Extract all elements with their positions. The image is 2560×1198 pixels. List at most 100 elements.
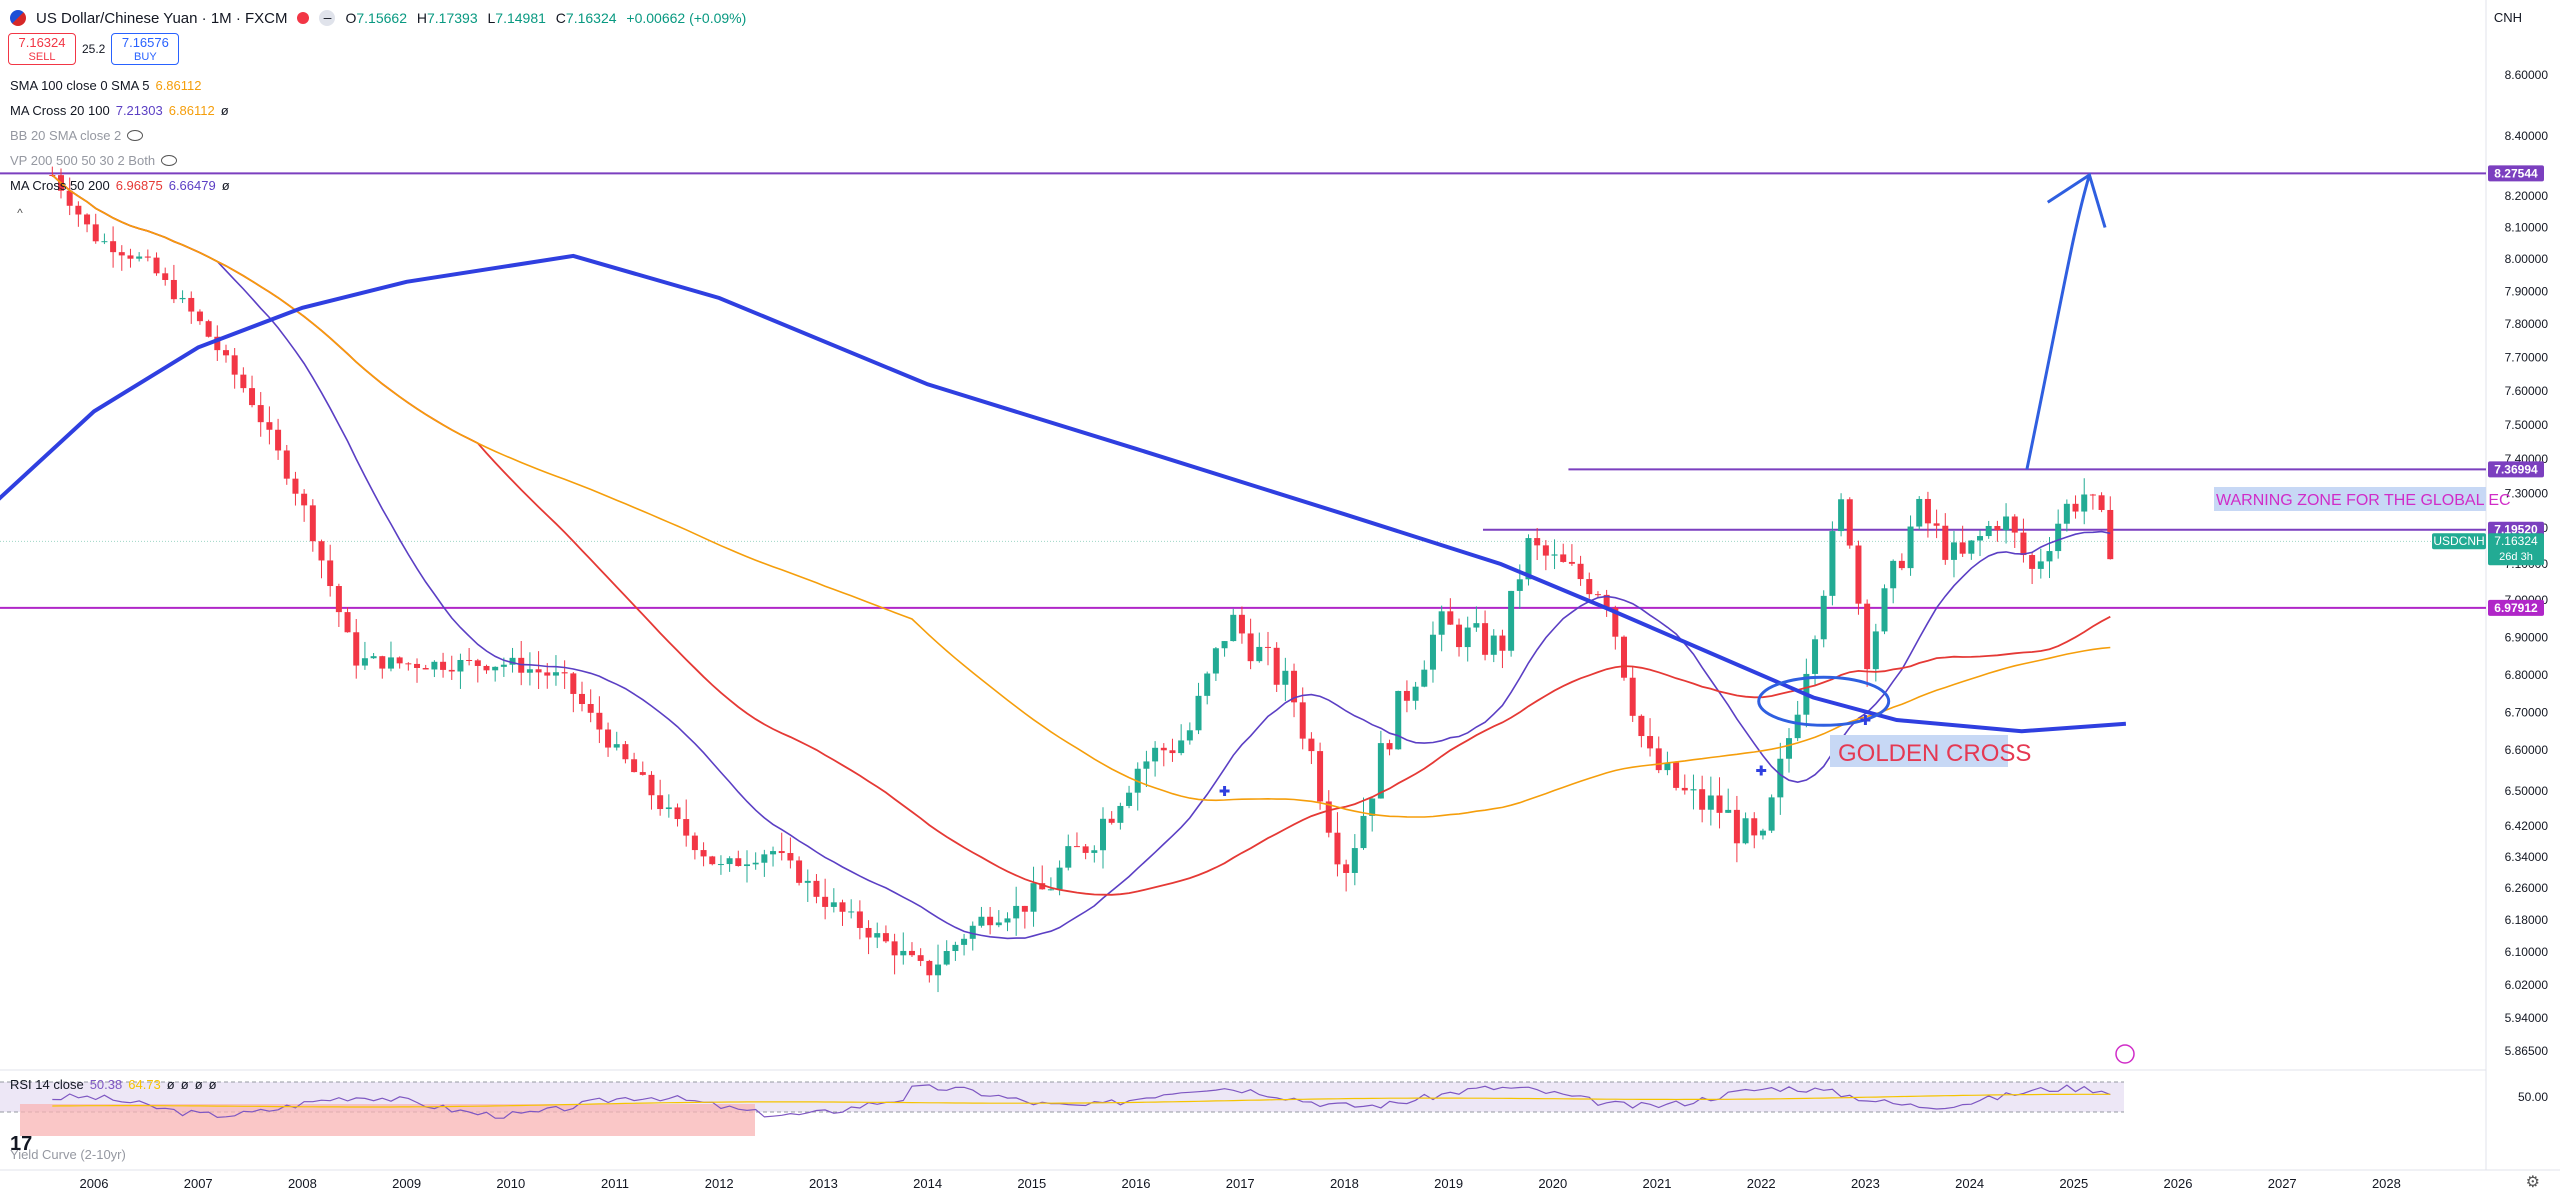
candle-body [1429,634,1436,670]
candle-body [2029,555,2036,569]
candle-body [987,916,994,926]
candle-body [1160,747,1167,751]
candle-body [1586,579,1593,595]
yield-curve-legend[interactable]: Yield Curve (2-10yr) [10,1147,126,1162]
candle-body [526,669,533,673]
candle-body [1186,730,1193,741]
candle-body [1977,536,1984,541]
candle-body [1195,695,1202,731]
cross-marker [1756,765,1767,776]
candle-body [1568,561,1575,564]
indicator-bb[interactable]: BB 20 SMA close 2 [10,128,144,143]
candle-body [1230,614,1237,642]
candle-body [283,450,290,479]
candle-body [196,311,203,322]
candle-body [1534,538,1541,546]
candle-body [387,657,394,669]
candle-body [1056,867,1063,890]
candle-body [1577,563,1584,580]
candle-body [1299,702,1306,739]
candle-body [561,672,568,674]
candle-body [431,661,438,670]
candle-body [483,665,490,671]
candle-body [1968,540,1975,554]
candle-body [448,669,455,672]
x-tick-label: 2015 [1017,1176,1046,1191]
candle-body [1916,498,1923,527]
symbol-title[interactable]: US Dollar/Chinese Yuan · 1M · FXCM [36,9,288,27]
candle-body [1126,792,1133,806]
y-tick-label: 7.50000 [2505,418,2549,432]
candle-body [1473,623,1480,628]
candle-body [908,950,915,956]
candle-body [761,854,768,863]
candle-body [1030,883,1037,912]
y-tick-label: 5.94000 [2505,1011,2549,1025]
candle-body [822,896,829,907]
candle-body [1707,795,1714,810]
candle-body [1560,554,1567,562]
candle-body [587,704,594,713]
candle-body [2063,503,2070,524]
sell-button[interactable]: 7.16324 SELL [8,33,76,65]
candle-body [917,955,924,961]
ma200-line [0,253,2127,734]
candle-body [1482,623,1489,655]
rsi-line [52,1084,2111,1119]
candle-body [804,880,811,883]
candle-body [700,850,707,857]
candle-body [1004,918,1011,923]
indicator-ma-cross-50-200[interactable]: MA Cross 50 200 6.96875 6.66479 ø [10,178,230,193]
y-tick-label: 6.50000 [2505,784,2549,798]
candle-body [1386,743,1393,750]
hidden-eye-icon[interactable] [127,130,144,141]
y-tick-label: 7.70000 [2505,351,2549,365]
collapse-chevron-icon[interactable]: ^ [17,206,23,220]
candle-body [1890,560,1897,589]
y-tick-label: 6.80000 [2505,668,2549,682]
candle-body [570,673,577,694]
candle-body [179,297,186,300]
indicator-sma100[interactable]: SMA 100 close 0 SMA 5 6.86112 [10,78,202,93]
gear-icon[interactable]: ⚙ [2525,1174,2540,1191]
candle-body [1733,809,1740,844]
currency-label[interactable]: CNH [2493,10,2522,25]
candle-body [2046,551,2053,562]
y-tick-label: 6.02000 [2505,978,2549,992]
candle-body [1829,531,1836,596]
candle-body [735,858,742,867]
candle-body [952,944,959,952]
candle-body [240,374,247,389]
candle-body [249,388,256,406]
candle-body [544,672,551,676]
candle-body [1820,595,1827,640]
candle-body [1950,542,1957,560]
x-tick-label: 2008 [288,1176,317,1191]
candle-body [848,911,855,913]
candle-body [2089,494,2096,496]
trade-buttons: 7.16324 SELL 25.2 7.16576 BUY [8,33,180,65]
candle-body [1525,538,1532,580]
candle-body [318,541,325,561]
candle-body [1377,743,1384,799]
candle-body [2020,532,2027,556]
candle-body [353,632,360,666]
candle-body [674,807,681,820]
warning-zone-label: WARNING ZONE FOR THE GLOBAL EC [2216,492,2511,509]
candle-body [1647,736,1654,749]
candle-body [1221,641,1228,649]
minus-circle-icon[interactable]: – [319,10,336,26]
hidden-eye-icon[interactable] [161,155,178,166]
candle-body [900,950,907,956]
buy-button[interactable]: 7.16576 BUY [111,33,180,65]
candle-body [1612,607,1619,637]
rsi-legend[interactable]: RSI 14 close 50.38 64.73 ø ø ø ø [10,1077,217,1092]
candle-body [1516,579,1523,591]
indicator-vp[interactable]: VP 200 500 50 30 2 Both [10,153,178,168]
ma50-line [51,174,2111,896]
candle-body [1108,818,1115,823]
candle-body [935,964,942,976]
candle-body [1082,846,1089,853]
indicator-ma-cross-20-100[interactable]: MA Cross 20 100 7.21303 6.86112 ø [10,103,229,118]
